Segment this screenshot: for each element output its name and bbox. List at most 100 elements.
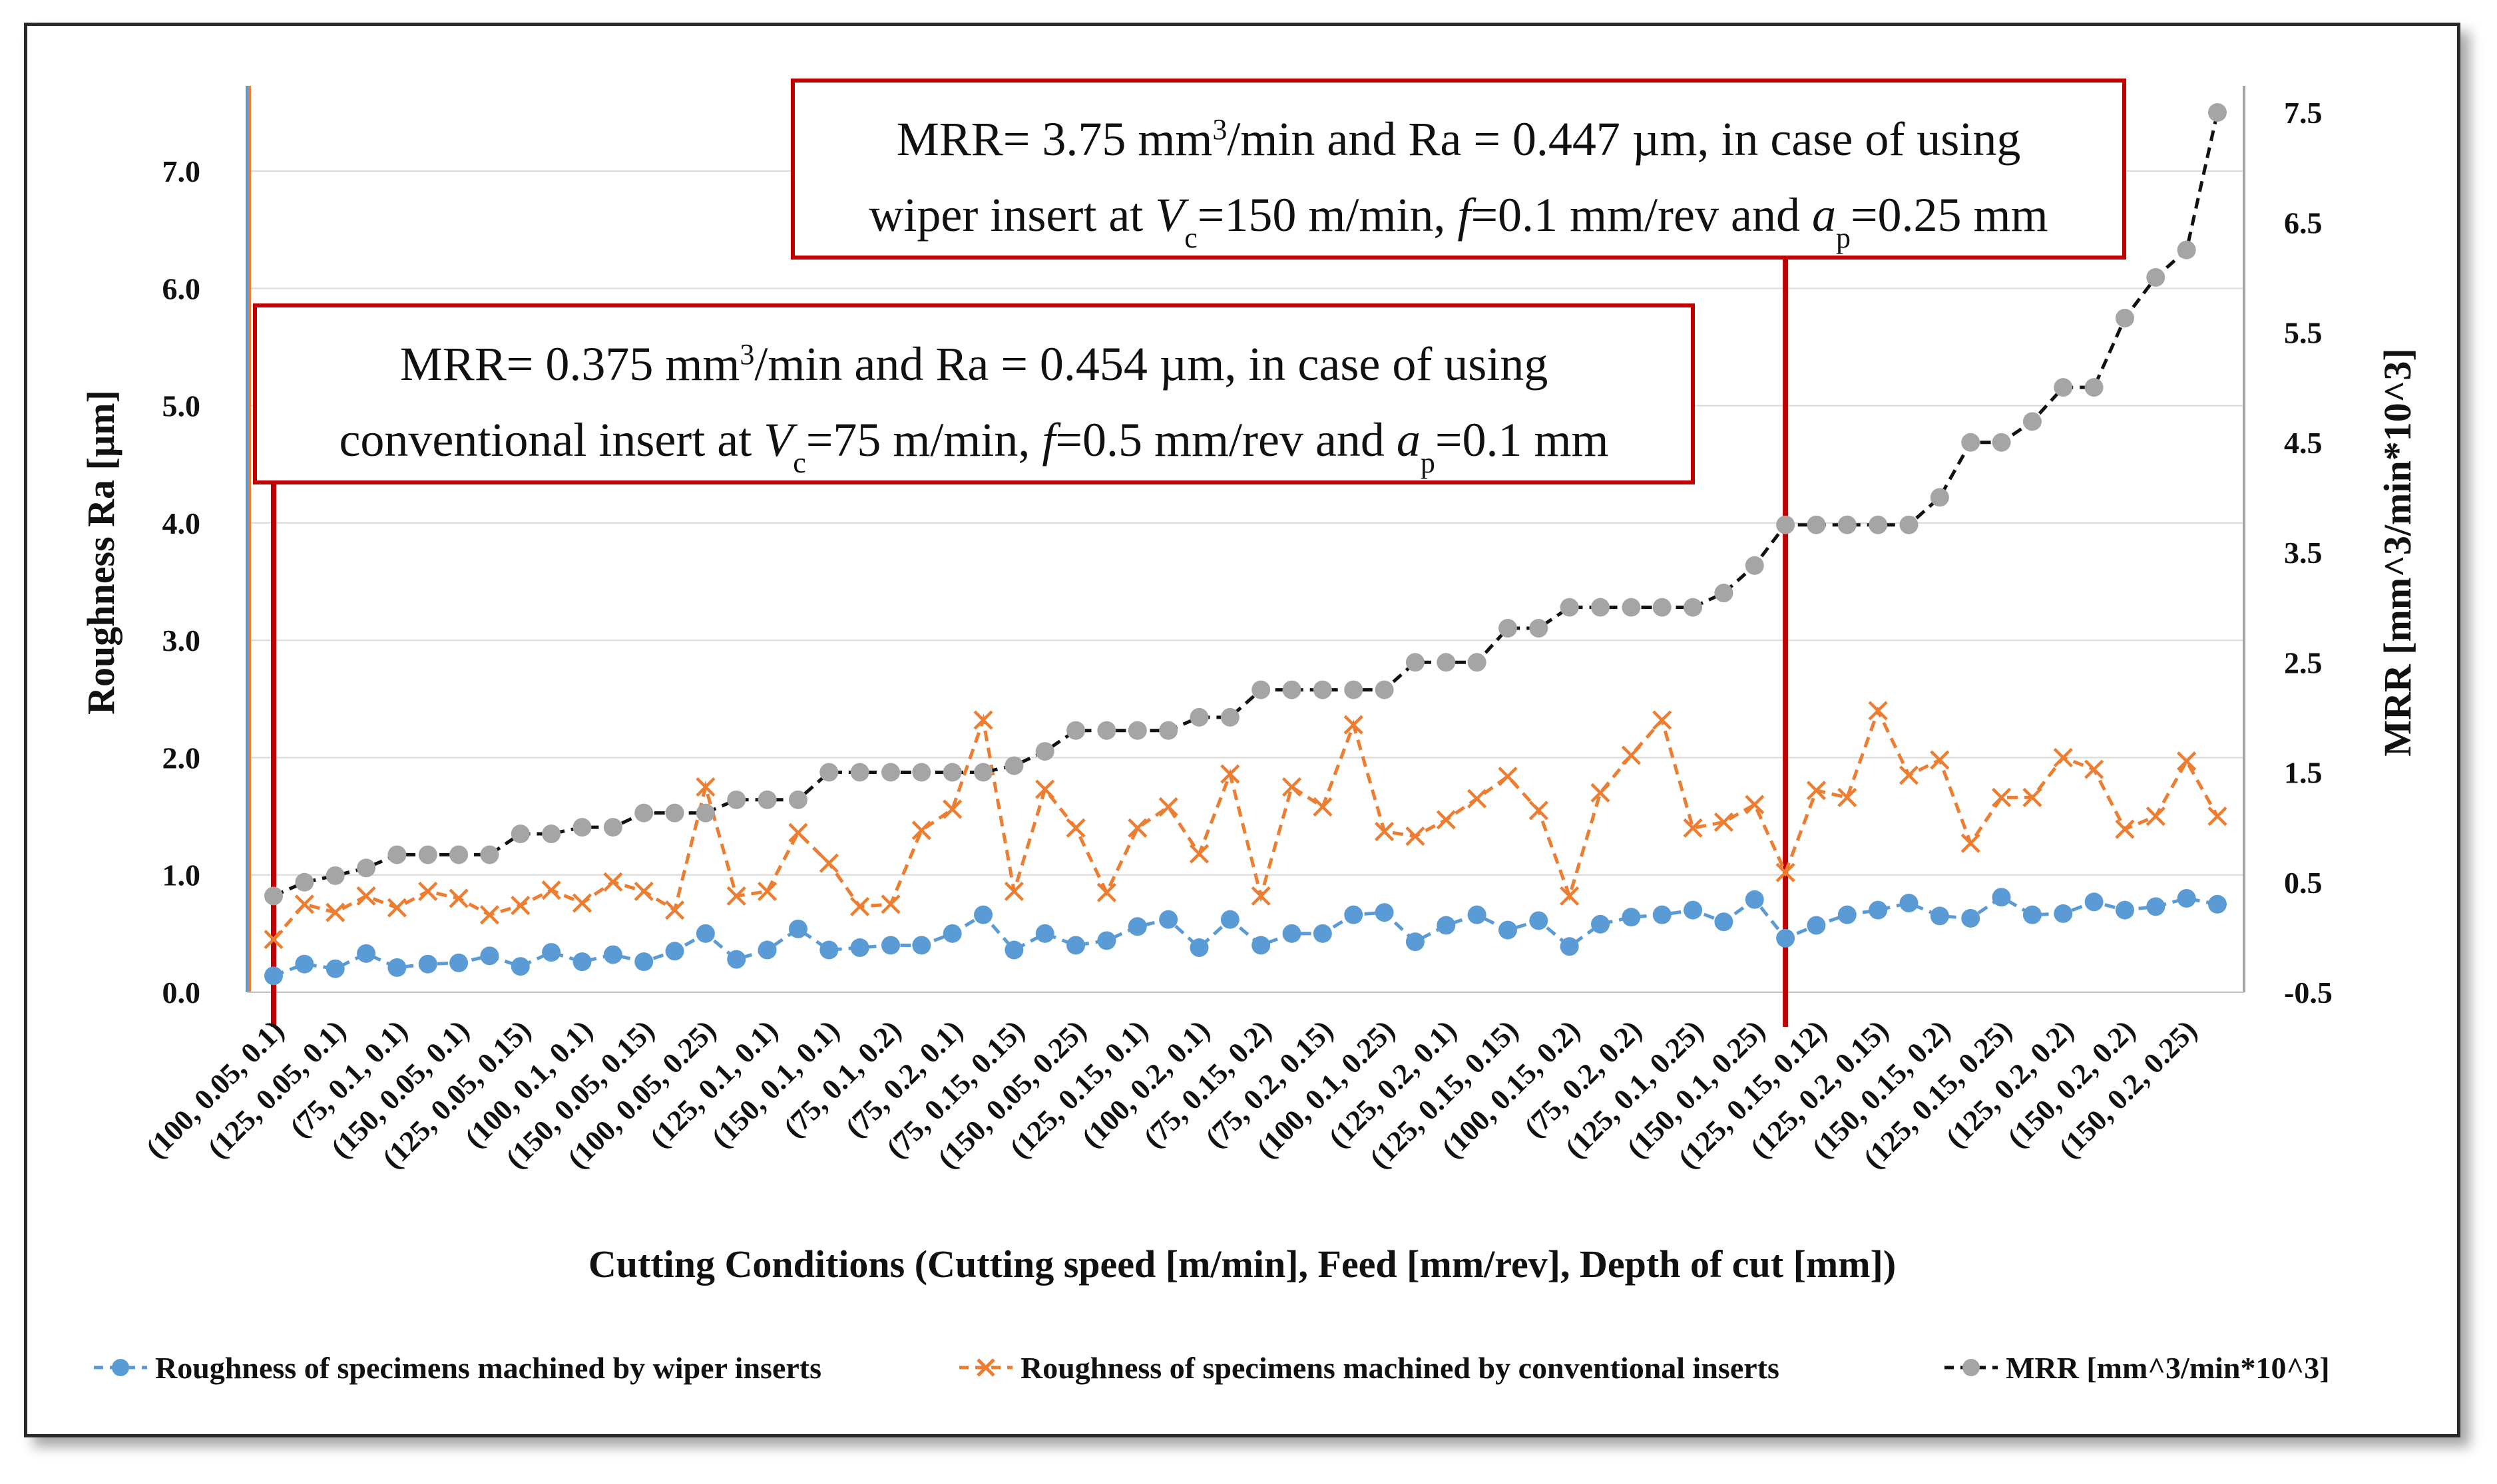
series-marker-dot <box>1930 488 1949 507</box>
series-marker-dot <box>1066 936 1086 955</box>
axes: 0.0 1.0 2.0 3.0 4.0 5.0 6.0 7.0 -0.5 0.5 1.5 2.5 3.5… <box>162 86 2333 1010</box>
annotation-line-1: MRR= 0.375 mm3/min and Ra = 0.454 µm, in… <box>400 337 1548 391</box>
series-marker-dot <box>1930 906 1949 926</box>
y2-tick-label: 6.5 <box>2284 206 2323 240</box>
y2-tick-label: 1.5 <box>2284 756 2323 790</box>
series-marker-dot <box>264 886 283 906</box>
series-marker-x <box>1251 886 1271 906</box>
series-marker-dot <box>1807 916 1826 935</box>
series-marker-dot <box>696 924 715 943</box>
series-marker-dot <box>2084 378 2104 397</box>
series-marker-x <box>2146 807 2165 827</box>
x-tick-labels: (100, 0.05, 0.1)(125, 0.05, 0.1)(75, 0.1… <box>140 1014 2203 1175</box>
series-marker-dot <box>1467 905 1486 924</box>
series-marker-dot <box>1961 433 1980 452</box>
legend-marker-mrr <box>1962 1359 1980 1376</box>
series-marker-x <box>1560 886 1580 906</box>
series-marker-dot <box>1776 928 1795 948</box>
series-marker-dot <box>418 845 437 864</box>
series-marker-dot <box>511 825 530 844</box>
series-marker-x <box>1590 783 1610 803</box>
series-marker-dot <box>1035 742 1054 761</box>
series-marker-dot <box>1745 556 1764 575</box>
series-marker-dot <box>1684 900 1703 920</box>
plot-series <box>264 103 2227 986</box>
legend-marker-conventional <box>977 1358 995 1377</box>
series-marker-dot <box>2208 894 2227 914</box>
series-marker-dot <box>1128 917 1147 936</box>
y2-tick-label: 3.5 <box>2284 536 2323 570</box>
series-marker-dot <box>1652 905 1672 924</box>
series-marker-dot <box>912 763 931 782</box>
y-tick-label: 4.0 <box>162 506 201 540</box>
legend-label-conventional: Roughness of specimens machined by conve… <box>1021 1351 1779 1385</box>
series-marker-dot <box>2084 892 2104 912</box>
series-marker-dot <box>480 845 499 864</box>
y-tick-label: 3.0 <box>162 624 201 657</box>
series-marker-dot <box>634 952 654 972</box>
series-marker-dot <box>634 803 654 823</box>
series-marker-dot <box>819 763 839 782</box>
series-marker-x <box>326 902 345 922</box>
series-marker-x <box>973 710 993 730</box>
series-marker-x <box>1281 777 1302 797</box>
series-marker-x <box>2084 759 2104 779</box>
series-marker-dot <box>1529 911 1548 930</box>
annotation-marker-lines <box>271 258 1789 1027</box>
series-marker-dot <box>1961 908 1980 928</box>
series-marker-x <box>294 894 314 914</box>
series-marker-dot <box>572 952 592 972</box>
y-tick-label: 6.0 <box>162 272 201 305</box>
series-marker-dot <box>1899 515 1919 534</box>
series-marker-x <box>1991 787 2012 807</box>
series-marker-dot <box>2146 897 2165 916</box>
series-marker-x <box>541 880 561 900</box>
y2-tick-label: 7.5 <box>2284 96 2323 130</box>
y2-tick-label: 5.5 <box>2284 316 2323 350</box>
series-marker-dot <box>2115 309 2134 328</box>
legend: Roughness of specimens machined by wiper… <box>94 1351 2330 1385</box>
series-marker-x <box>911 821 931 840</box>
series-marker-dot <box>819 940 839 960</box>
series-marker-dot <box>2022 412 2042 431</box>
chart-svg: 0.0 1.0 2.0 3.0 4.0 5.0 6.0 7.0 -0.5 0.5 1.5 2.5 3.5… <box>79 79 2419 1385</box>
series-marker-dot <box>974 905 993 924</box>
series-marker-dot <box>357 944 376 963</box>
series-marker-x <box>788 823 808 842</box>
series-marker-dot <box>1405 653 1425 672</box>
series-marker-dot <box>542 825 561 844</box>
y2-axis-title: MRR [mm^3/min*10^3] <box>2376 348 2419 756</box>
series-marker-x <box>664 900 685 920</box>
series-marker-x <box>1313 797 1333 817</box>
series-marker-dot <box>758 790 777 809</box>
series-marker-dot <box>758 940 777 960</box>
series-marker-dot <box>1344 905 1363 924</box>
series-marker-x <box>726 886 746 906</box>
series-marker-dot <box>1344 680 1363 699</box>
series-marker-dot <box>387 958 407 977</box>
series-marker-dot <box>727 790 746 809</box>
series-marker-dot <box>1745 890 1764 909</box>
series-marker-x <box>1899 765 1919 785</box>
series-marker-dot <box>1437 916 1456 935</box>
series-marker-dot <box>2146 268 2165 287</box>
legend-label-wiper: Roughness of specimens machined by wiper… <box>155 1351 821 1385</box>
series-marker-x <box>850 896 870 916</box>
series-marker-x <box>418 881 438 902</box>
annotation-line-1: MRR= 3.75 mm3/min and Ra = 0.447 µm, in … <box>897 112 2021 166</box>
legend-marker-wiper <box>112 1359 129 1376</box>
series-marker-x <box>2115 819 2135 839</box>
y-tick-label: 1.0 <box>162 858 201 892</box>
series-marker-dot <box>727 950 746 969</box>
series-marker-dot <box>1190 707 1209 727</box>
series-marker-x <box>1806 781 1827 801</box>
y2-tick-label: -0.5 <box>2284 976 2333 1010</box>
series-marker-dot <box>603 818 622 837</box>
series-marker-x <box>1713 812 1734 833</box>
series-marker-dot <box>1375 903 1394 922</box>
series-marker-dot <box>542 943 561 962</box>
series-marker-dot <box>1807 515 1826 534</box>
series-marker-dot <box>1005 756 1024 775</box>
series-marker-dot <box>480 946 499 966</box>
series-marker-dot <box>326 959 345 978</box>
